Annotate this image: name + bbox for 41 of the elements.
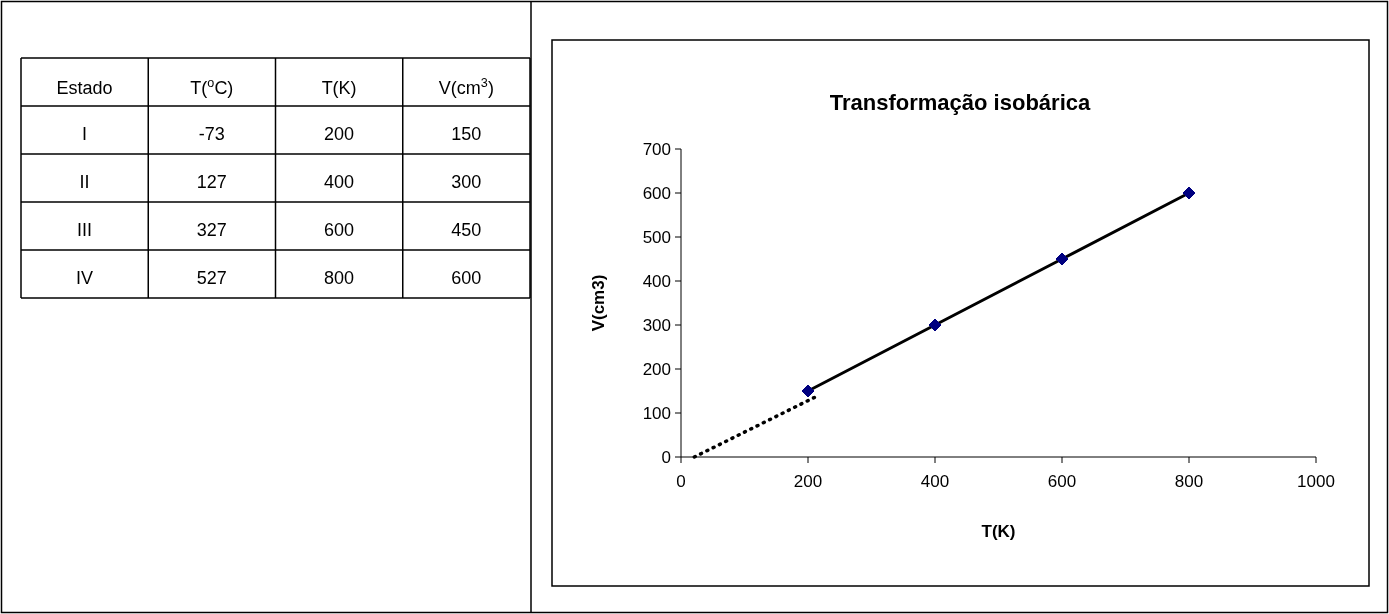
- data-label: 800: [324, 268, 355, 288]
- chart-title: Transformação isobárica: [829, 90, 1091, 115]
- x-tick-label: T(K): [321, 78, 357, 98]
- y-axis-title: V(cm3): [589, 274, 608, 332]
- data-label: 527: [196, 268, 227, 288]
- y-tick-label: 600: [642, 184, 671, 203]
- data-label: 450: [451, 220, 482, 240]
- y-tick-label: 400: [642, 272, 671, 291]
- x-tick-label: 800: [1174, 472, 1204, 491]
- y-tick-label: I: [82, 124, 88, 144]
- x-tick-label: 400: [920, 472, 950, 491]
- y-tick-label: 500: [642, 228, 671, 247]
- x-tick-label: 200: [793, 472, 823, 491]
- x-tick-label: 0: [676, 472, 686, 491]
- data-label: 200: [324, 124, 355, 144]
- data-label: 127: [196, 172, 227, 192]
- x-tick-label: 1000: [1297, 472, 1335, 491]
- data-label: 300: [451, 172, 482, 192]
- data-label: 400: [324, 172, 355, 192]
- y-tick-label: 100: [642, 404, 671, 423]
- y-tick-label: 200: [642, 360, 671, 379]
- y-tick-label: II: [79, 172, 90, 192]
- y-tick-label: IV: [76, 268, 94, 288]
- x-tick-label: T($^{o}$C): [190, 76, 234, 98]
- data-label: 150: [451, 124, 482, 144]
- y-tick-label: 700: [642, 140, 671, 159]
- data-label: -73: [198, 124, 225, 144]
- y-tick-label: 300: [642, 316, 671, 335]
- point: [928, 318, 942, 332]
- data-label: 600: [324, 220, 355, 240]
- y-tick-label: III: [77, 220, 93, 240]
- x-tick-label: V(cm$^{3}$): [438, 76, 494, 98]
- data-label: 600: [451, 268, 482, 288]
- point: [801, 384, 815, 398]
- y-axis-title: Estado: [56, 78, 113, 98]
- point: [1182, 186, 1196, 200]
- data-label: 327: [196, 220, 227, 240]
- x-axis-title: T(K): [981, 522, 1016, 541]
- x-tick-label: 600: [1047, 472, 1077, 491]
- y-tick-label: 0: [661, 448, 671, 467]
- point: [1055, 252, 1069, 266]
